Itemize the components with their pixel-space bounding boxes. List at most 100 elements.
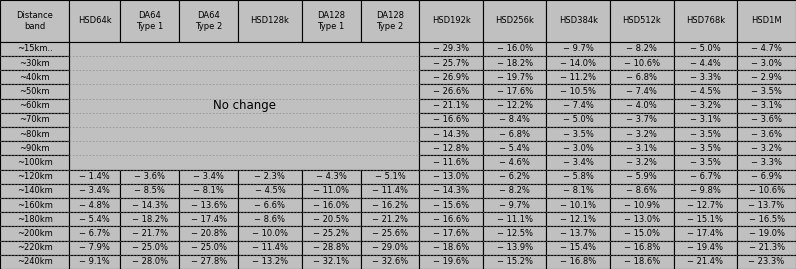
Bar [0, 141, 69, 155]
Bar [238, 255, 302, 269]
Bar [302, 169, 361, 184]
Bar [0, 42, 69, 56]
Bar [610, 42, 673, 56]
Text: − 20.8%: − 20.8% [191, 229, 227, 238]
Bar [238, 184, 302, 198]
Bar [610, 198, 673, 212]
Text: ~140km: ~140km [17, 186, 53, 195]
Bar [361, 169, 419, 184]
Text: ~90km: ~90km [19, 144, 50, 153]
Bar [69, 0, 120, 42]
Text: − 16.5%: − 16.5% [748, 215, 785, 224]
Bar [0, 212, 69, 226]
Bar [483, 169, 547, 184]
Text: − 4.5%: − 4.5% [690, 87, 720, 96]
Text: − 13.6%: − 13.6% [190, 201, 227, 210]
Text: − 11.6%: − 11.6% [433, 158, 469, 167]
Text: − 14.3%: − 14.3% [433, 130, 469, 139]
Text: − 6.6%: − 6.6% [255, 201, 286, 210]
Bar [302, 184, 361, 198]
Bar [483, 184, 547, 198]
Text: − 13.7%: − 13.7% [748, 201, 785, 210]
Bar [737, 127, 796, 141]
Bar [238, 240, 302, 255]
Bar [238, 226, 302, 240]
Text: ~200km: ~200km [17, 229, 53, 238]
Text: − 4.7%: − 4.7% [751, 44, 782, 53]
Text: − 17.4%: − 17.4% [191, 215, 227, 224]
Text: − 17.6%: − 17.6% [497, 87, 533, 96]
Text: − 16.8%: − 16.8% [624, 243, 660, 252]
Bar [419, 198, 483, 212]
Text: ~100km: ~100km [17, 158, 53, 167]
Text: − 3.4%: − 3.4% [193, 172, 224, 181]
Text: HSD128k: HSD128k [251, 16, 290, 25]
Text: ~50km: ~50km [19, 87, 50, 96]
Bar [673, 70, 737, 84]
Bar [737, 240, 796, 255]
Text: ~220km: ~220km [17, 243, 53, 252]
Bar [0, 226, 69, 240]
Bar [483, 127, 547, 141]
Bar [0, 98, 69, 113]
Bar [673, 226, 737, 240]
Text: − 25.0%: − 25.0% [191, 243, 227, 252]
Bar [69, 198, 120, 212]
Bar [69, 42, 419, 169]
Text: − 12.1%: − 12.1% [560, 215, 596, 224]
Text: − 1.4%: − 1.4% [80, 172, 111, 181]
Text: − 28.0%: − 28.0% [132, 257, 168, 266]
Bar [419, 212, 483, 226]
Text: − 8.6%: − 8.6% [255, 215, 286, 224]
Text: DA64
Type 1: DA64 Type 1 [136, 11, 163, 31]
Bar [547, 184, 610, 198]
Bar [737, 169, 796, 184]
Bar [302, 226, 361, 240]
Bar [120, 184, 179, 198]
Bar [547, 255, 610, 269]
Text: ~120km: ~120km [17, 172, 53, 181]
Text: − 16.6%: − 16.6% [433, 215, 470, 224]
Text: − 6.8%: − 6.8% [499, 130, 530, 139]
Bar [361, 226, 419, 240]
Bar [610, 0, 673, 42]
Text: − 15.6%: − 15.6% [433, 201, 469, 210]
Text: DA128
Type 2: DA128 Type 2 [376, 11, 404, 31]
Bar [179, 0, 238, 42]
Bar [361, 240, 419, 255]
Text: − 21.4%: − 21.4% [688, 257, 724, 266]
Text: − 12.5%: − 12.5% [497, 229, 533, 238]
Bar [302, 255, 361, 269]
Bar [610, 56, 673, 70]
Bar [179, 198, 238, 212]
Bar [737, 212, 796, 226]
Bar [120, 226, 179, 240]
Text: − 3.1%: − 3.1% [751, 101, 782, 110]
Text: − 19.0%: − 19.0% [748, 229, 785, 238]
Text: − 2.3%: − 2.3% [255, 172, 285, 181]
Text: − 27.8%: − 27.8% [190, 257, 227, 266]
Text: − 10.6%: − 10.6% [624, 58, 660, 68]
Bar [673, 255, 737, 269]
Text: − 25.7%: − 25.7% [433, 58, 469, 68]
Bar [238, 198, 302, 212]
Bar [737, 184, 796, 198]
Text: − 15.2%: − 15.2% [497, 257, 533, 266]
Bar [737, 113, 796, 127]
Text: − 3.4%: − 3.4% [563, 158, 594, 167]
Bar [547, 0, 610, 42]
Text: − 4.4%: − 4.4% [690, 58, 720, 68]
Bar [238, 0, 302, 42]
Text: − 25.0%: − 25.0% [132, 243, 168, 252]
Text: − 23.3%: − 23.3% [748, 257, 785, 266]
Bar [0, 198, 69, 212]
Bar [547, 56, 610, 70]
Text: − 3.4%: − 3.4% [80, 186, 111, 195]
Bar [673, 198, 737, 212]
Text: − 16.6%: − 16.6% [433, 115, 470, 124]
Text: ~70km: ~70km [19, 115, 50, 124]
Text: − 16.8%: − 16.8% [560, 257, 596, 266]
Text: − 6.7%: − 6.7% [690, 172, 721, 181]
Bar [483, 70, 547, 84]
Text: − 3.2%: − 3.2% [751, 144, 782, 153]
